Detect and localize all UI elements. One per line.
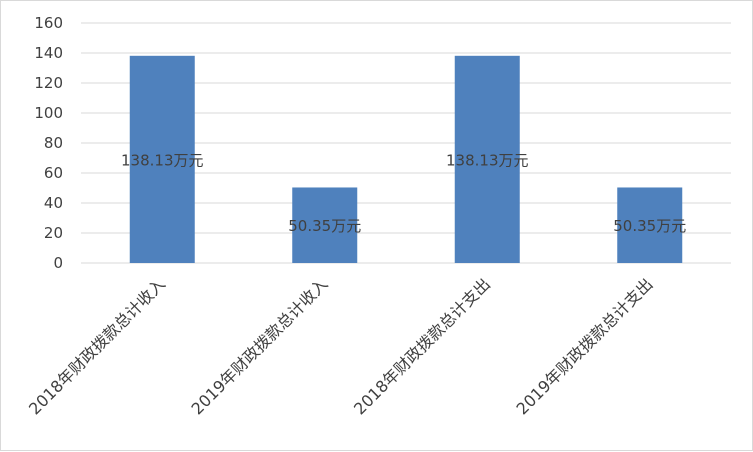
y-tick-label: 80 (44, 134, 63, 152)
y-tick-label: 120 (34, 74, 63, 92)
x-tick-label: 2018年财政拨款总计支出 (350, 274, 494, 418)
x-tick-label: 2018年财政拨款总计收入 (25, 274, 169, 418)
bar (617, 187, 683, 263)
x-tick-label: 2019年财政拨款总计支出 (513, 274, 657, 418)
y-tick-label: 20 (44, 224, 63, 242)
y-tick-label: 0 (53, 254, 63, 272)
data-label: 50.35万元 (613, 217, 686, 235)
bar (292, 187, 358, 263)
data-label: 138.13万元 (446, 151, 529, 169)
bar (129, 55, 195, 264)
y-tick-label: 40 (44, 194, 63, 212)
y-tick-label: 160 (34, 14, 63, 32)
y-tick-label: 100 (34, 104, 63, 122)
bar (454, 55, 520, 264)
data-label: 50.35万元 (288, 217, 361, 235)
x-tick-label: 2019年财政拨款总计收入 (188, 274, 332, 418)
y-tick-label: 140 (34, 44, 63, 62)
data-label: 138.13万元 (121, 151, 204, 169)
y-tick-label: 60 (44, 164, 63, 182)
